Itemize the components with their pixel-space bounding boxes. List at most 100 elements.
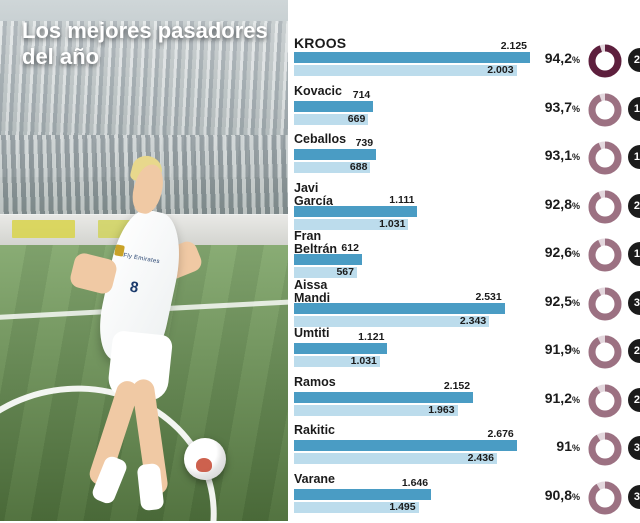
bar-good-value: 1.031 [350, 355, 377, 367]
table-row: Kovacic 714 669 93,7% 17 [288, 83, 640, 135]
bar-group: 714 669 [294, 89, 530, 127]
matches-badge: 20 [628, 339, 640, 363]
percent-sign: % [571, 103, 580, 114]
bar-total-value: 2.531 [475, 290, 502, 303]
matches-badge: 24 [628, 193, 640, 218]
bar-total-passes: 2.676 [294, 428, 517, 451]
bar-good-value: 1.031 [379, 217, 406, 230]
accuracy-percent: 90,8% [488, 487, 580, 503]
accuracy-donut-icon [588, 141, 622, 175]
accuracy-percent: 91,9% [488, 341, 580, 357]
bar-total-passes: 2.152 [294, 380, 474, 403]
bar-group: 2.152 1.963 [294, 380, 530, 418]
accuracy-percent: 92,8% [488, 196, 580, 212]
chart-panel: Porcentaje de acierto Part. Pases totale… [288, 0, 640, 521]
bar-group: 2.676 2.436 [294, 428, 530, 466]
bar-total-value: 739 [355, 137, 374, 149]
accuracy-percent: 91% [488, 438, 580, 454]
matches-badge: 26 [628, 48, 640, 72]
percent-sign: % [571, 443, 580, 453]
accuracy-donut-icon [588, 384, 622, 418]
accuracy-value: 90,8 [544, 486, 572, 503]
bar-good-value: 2.436 [467, 452, 494, 464]
accuracy-donut-icon [588, 190, 622, 224]
accuracy-donut-icon [588, 93, 622, 127]
player-sock-right [136, 463, 165, 512]
bar-good-value: 1.963 [428, 403, 455, 416]
matches-badge: 19 [628, 145, 640, 169]
player-arm-left [68, 251, 119, 296]
bar-good-passes: 1.495 [294, 500, 419, 513]
accuracy-value: 92,5 [544, 292, 572, 309]
accuracy-percent: 92,6% [488, 244, 580, 260]
bar-total-passes: 1.121 [294, 331, 388, 354]
bar-total-value: 612 [341, 242, 359, 254]
bar-total-value: 2.152 [443, 379, 471, 392]
bar-good-passes: 2.436 [294, 452, 497, 464]
table-row: Ramos 2.152 1.963 91,2% 29 [288, 374, 640, 426]
accuracy-donut-icon [588, 238, 622, 272]
accuracy-value: 94,2 [544, 50, 572, 66]
matches-badge: 17 [628, 96, 640, 121]
bar-group: 612 567 [294, 242, 530, 280]
bar-total-passes: 2.531 [294, 291, 505, 314]
accuracy-value: 93,7 [544, 98, 572, 115]
matches-badge: 29 [628, 387, 640, 412]
accuracy-value: 92,8 [544, 195, 572, 212]
accuracy-donut-icon [588, 432, 622, 466]
player-name: KROOS [294, 35, 347, 51]
bar-total-passes: 1.111 [294, 194, 418, 217]
bar-total-passes: 739 [294, 137, 377, 160]
matches-badge: 34 [628, 436, 640, 460]
bar-good-value: 2.343 [459, 314, 487, 327]
bar-total-value: 2.125 [500, 40, 527, 52]
accuracy-value: 91 [556, 438, 572, 454]
matches-badge: 36 [628, 290, 640, 315]
bar-total-value: 1.646 [401, 476, 429, 489]
bar-good-value: 1.495 [389, 500, 416, 513]
accuracy-value: 91,2 [544, 389, 572, 406]
advertising-board-yellow [11, 219, 75, 238]
player-photo: Fly Emirates 8 [0, 0, 288, 521]
bar-total-passes: 714 [294, 89, 374, 112]
bar-good-value: 2.003 [487, 64, 514, 76]
bar-total-value: 1.121 [358, 331, 385, 343]
bar-good-passes: 1.031 [294, 355, 380, 367]
table-row: Ceballos 739 688 93,1% 19 [288, 132, 640, 183]
percent-sign: % [571, 55, 580, 65]
percent-sign: % [571, 249, 580, 259]
accuracy-percent: 94,2% [488, 50, 580, 66]
player-name: Varane [294, 471, 336, 486]
percent-sign: % [571, 346, 580, 356]
accuracy-donut-icon [588, 287, 622, 321]
bar-group: 1.111 1.031 [294, 194, 530, 232]
player-name: Javi García [294, 180, 333, 208]
percent-sign: % [571, 491, 580, 502]
accuracy-percent: 92,5% [488, 293, 580, 309]
bar-total-passes: 1.646 [294, 477, 432, 500]
bar-good-passes: 669 [294, 112, 369, 125]
bar-group: 2.531 2.343 [294, 291, 530, 329]
player-name: Fran Beltrán [294, 229, 338, 257]
percent-sign: % [571, 152, 580, 162]
bar-total-value: 1.111 [389, 193, 415, 206]
bar-good-value: 669 [347, 112, 366, 125]
matches-badge: 30 [628, 484, 640, 509]
accuracy-percent: 93,7% [488, 99, 580, 115]
accuracy-donut-icon [588, 481, 622, 515]
accuracy-donut-icon [588, 335, 622, 369]
bar-good-passes: 2.343 [294, 314, 490, 327]
bar-good-passes: 567 [294, 266, 357, 278]
accuracy-percent: 93,1% [488, 147, 580, 163]
percent-sign: % [571, 297, 580, 308]
player-name: Ceballos [294, 132, 347, 146]
player-name: Ramos [294, 374, 336, 389]
player-name: Aissa Mandi [294, 277, 331, 305]
bar-group: 739 688 [294, 137, 530, 175]
player-name: Kovacic [294, 83, 342, 98]
percent-sign: % [571, 394, 580, 405]
accuracy-donut-icon [588, 44, 622, 78]
